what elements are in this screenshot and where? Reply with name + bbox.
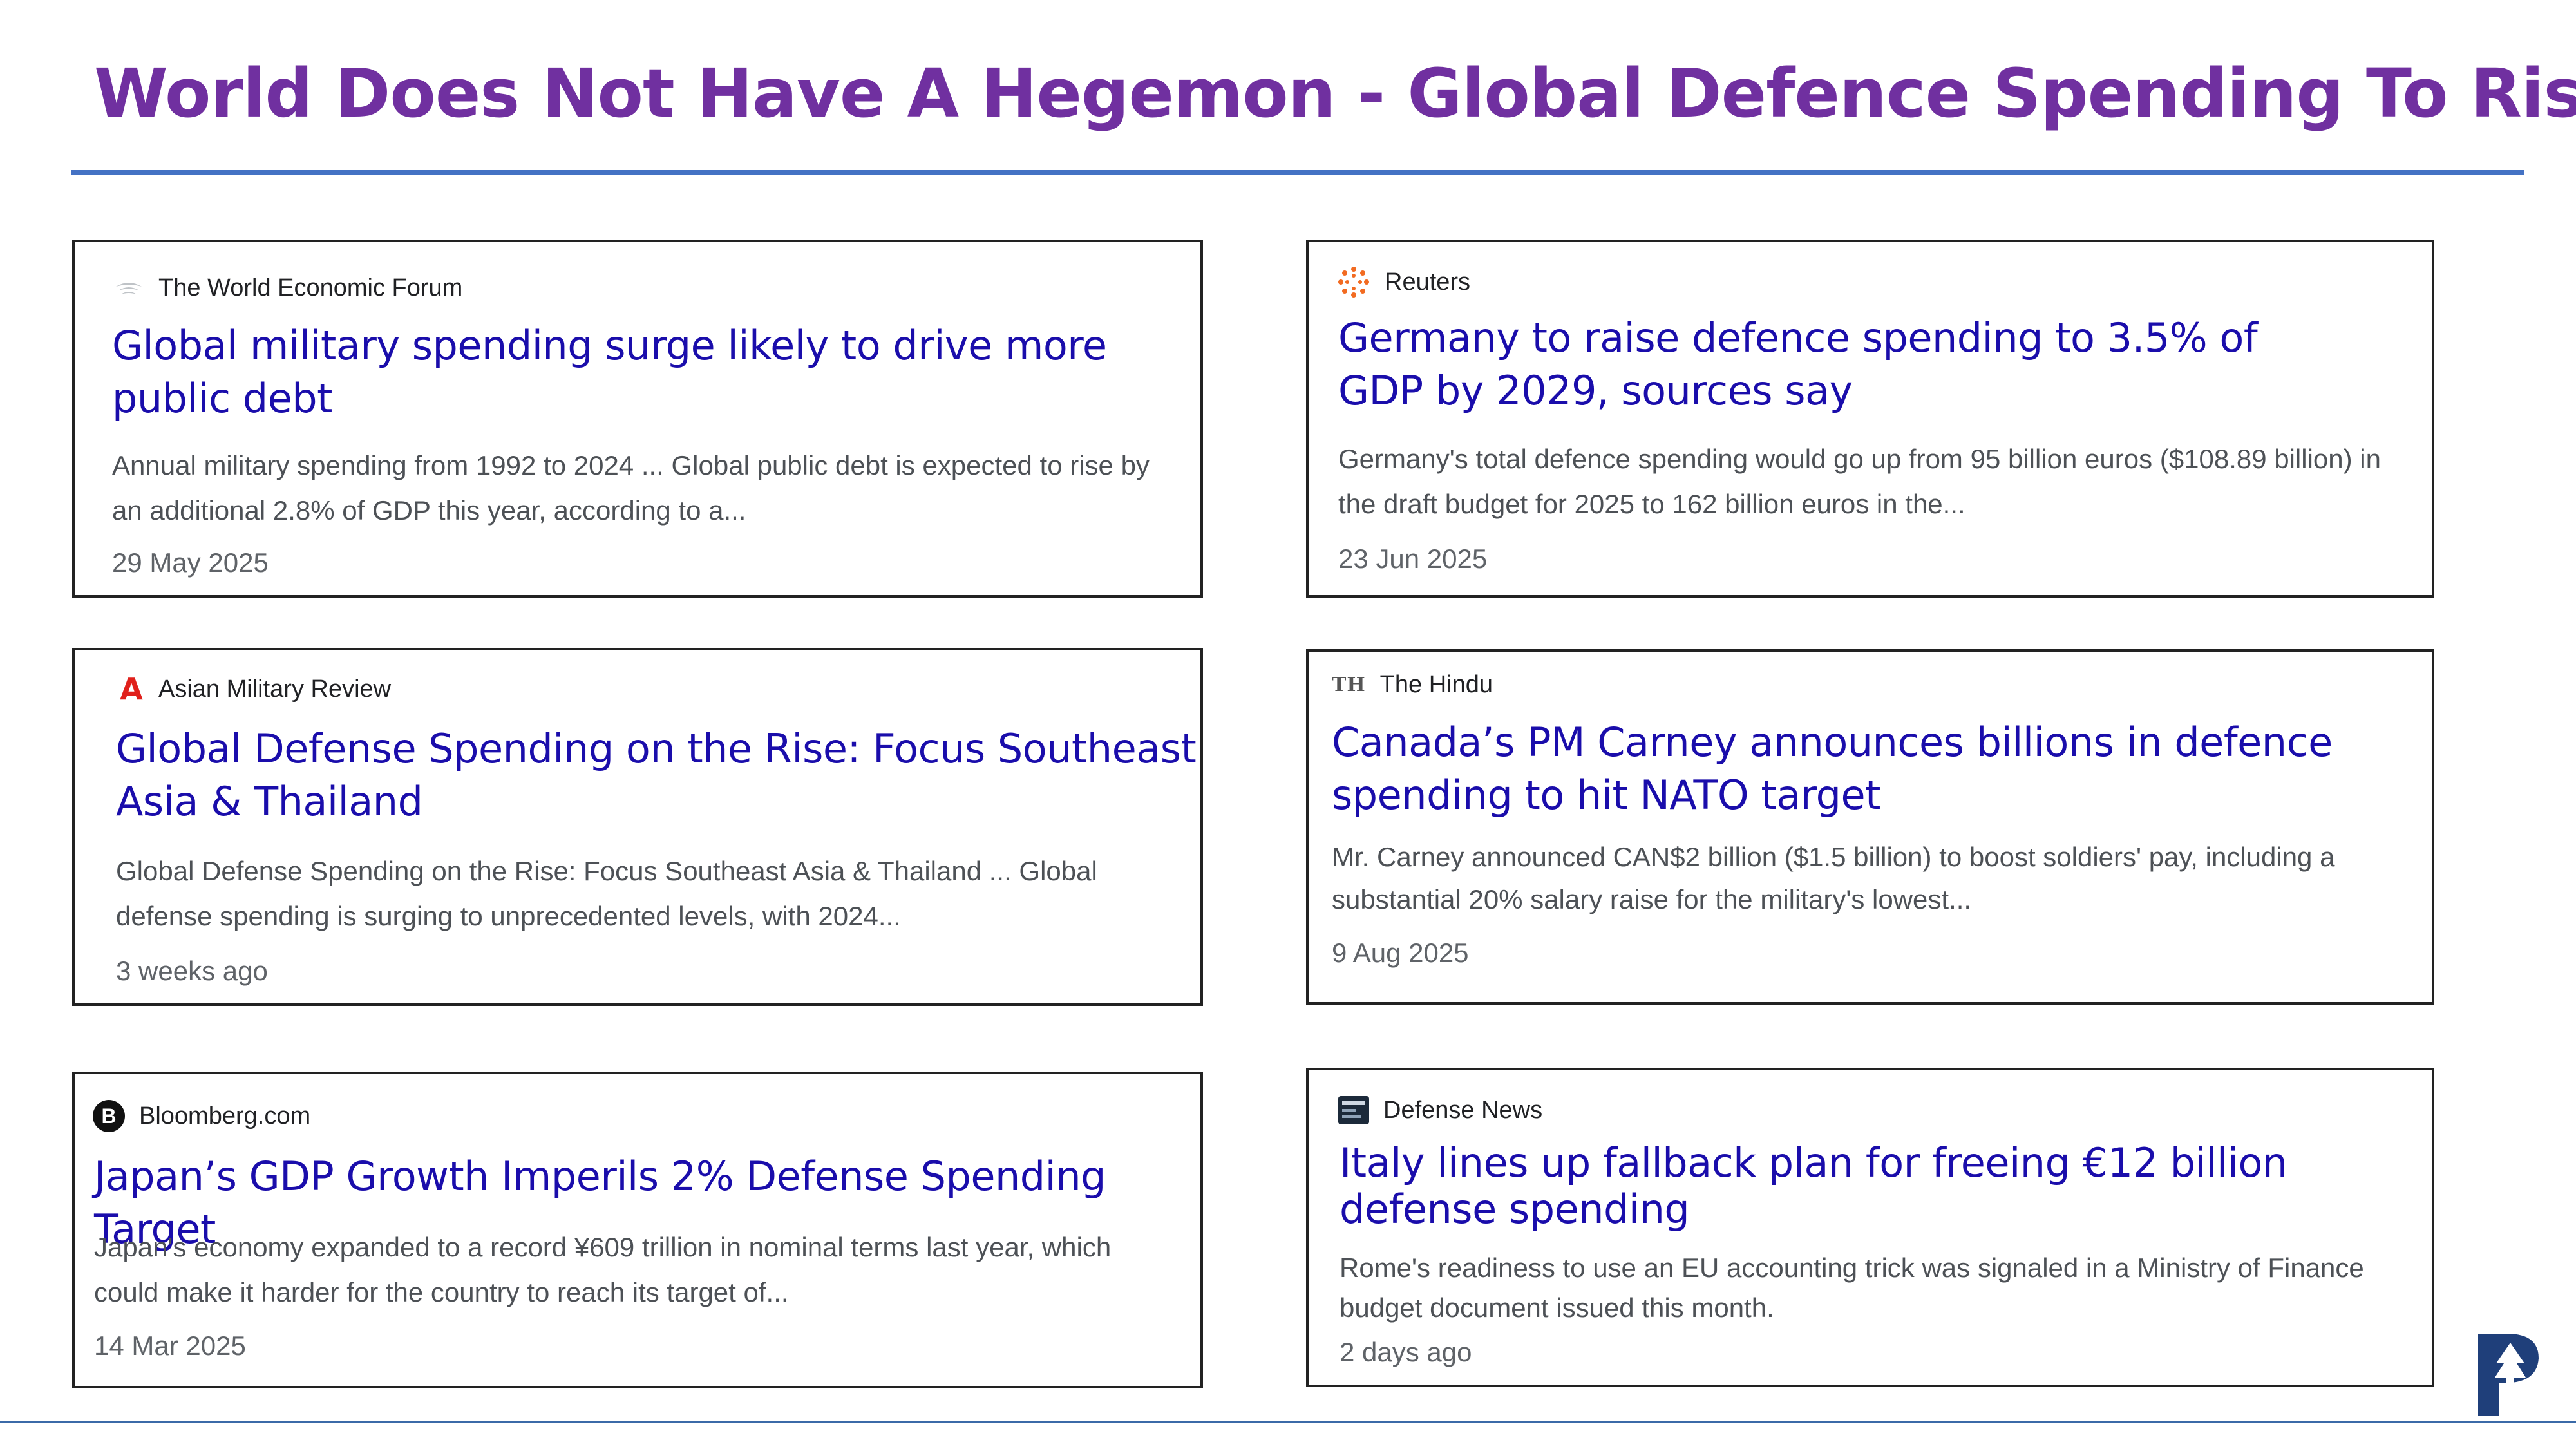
snippet: Global Defense Spending on the Rise: Foc… <box>116 856 1097 931</box>
brand-logo-icon <box>2473 1330 2544 1423</box>
news-card-the-hindu[interactable]: TH The Hindu Canada’s PM Carney announce… <box>1306 649 2434 1005</box>
source-row: The World Economic Forum <box>113 274 462 302</box>
headline-link[interactable]: Japan’s GDP Growth Imperils 2% Defense S… <box>94 1153 1106 1253</box>
source-row: Reuters <box>1337 265 1470 299</box>
date: 23 Jun 2025 <box>1338 544 1488 574</box>
bloomberg-icon: B <box>93 1100 125 1132</box>
source-name: Reuters <box>1385 268 1471 296</box>
source-name: Defense News <box>1383 1096 1543 1124</box>
snippet: Rome's readiness to use an EU accounting… <box>1340 1253 2364 1323</box>
news-card-wef[interactable]: The World Economic Forum Global military… <box>72 240 1203 598</box>
news-card-defense-news[interactable]: Defense News Italy lines up fallback pla… <box>1306 1068 2434 1387</box>
headline-link[interactable]: Canada’s PM Carney announces billions in… <box>1332 719 2333 819</box>
headline-link[interactable]: Global military spending surge likely to… <box>112 322 1107 422</box>
date: 9 Aug 2025 <box>1332 938 1469 968</box>
date: 14 Mar 2025 <box>94 1331 246 1361</box>
headline-link[interactable]: Italy lines up fallback plan for freeing… <box>1340 1139 2287 1233</box>
slide-title: World Does Not Have A Hegemon - Global D… <box>94 54 2576 133</box>
source-name: Bloomberg.com <box>139 1102 311 1130</box>
source-row: A Asian Military Review <box>118 672 392 706</box>
snippet: Annual military spending from 1992 to 20… <box>112 450 1150 526</box>
the-hindu-icon: TH <box>1332 674 1366 696</box>
news-card-asian-military-review[interactable]: A Asian Military Review Global Defense S… <box>72 648 1203 1006</box>
title-rule <box>71 170 2524 175</box>
source-row: B Bloomberg.com <box>93 1100 310 1132</box>
source-name: Asian Military Review <box>158 675 392 703</box>
snippet: Japan's economy expanded to a record ¥60… <box>94 1232 1112 1307</box>
date: 2 days ago <box>1340 1337 1472 1367</box>
snippet: Germany's total defence spending would g… <box>1338 444 2381 519</box>
headline-link[interactable]: Germany to raise defence spending to 3.5… <box>1338 314 2258 414</box>
source-name: The World Economic Forum <box>158 274 463 301</box>
date: 3 weeks ago <box>116 956 268 986</box>
source-name: The Hindu <box>1379 671 1493 698</box>
source-row: Defense News <box>1338 1096 1542 1124</box>
reuters-icon <box>1337 265 1370 299</box>
snippet: Mr. Carney announced CAN$2 billion ($1.5… <box>1332 842 2335 914</box>
wef-icon <box>113 279 144 298</box>
headline-link[interactable]: Global Defense Spending on the Rise: Foc… <box>116 725 1197 825</box>
defense-news-icon <box>1338 1096 1369 1124</box>
asian-military-review-icon: A <box>120 672 143 706</box>
news-card-reuters[interactable]: Reuters Germany to raise defence spendin… <box>1306 240 2434 598</box>
bottom-rule <box>0 1421 2576 1423</box>
source-row: TH The Hindu <box>1332 671 1493 699</box>
news-card-bloomberg[interactable]: B Bloomberg.com Japan’s GDP Growth Imper… <box>72 1072 1203 1388</box>
date: 29 May 2025 <box>112 547 269 578</box>
